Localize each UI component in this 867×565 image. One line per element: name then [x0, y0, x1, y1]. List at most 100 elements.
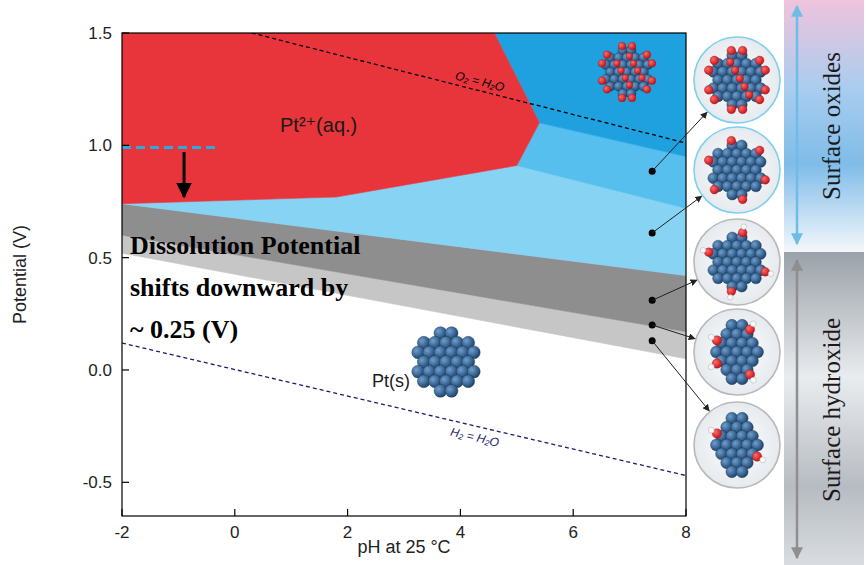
y-tick-label: 1.5 — [88, 24, 112, 43]
o-atom — [628, 42, 636, 50]
y-tick-label: 0.5 — [88, 249, 112, 268]
o-atom — [614, 60, 621, 67]
o-atom — [603, 85, 611, 93]
annotation-text: ~ 0.25 (V) — [130, 315, 238, 344]
o-atom — [603, 51, 611, 59]
x-tick — [460, 509, 461, 516]
o-atom — [727, 105, 736, 114]
o-atom — [626, 82, 633, 89]
shift-arrow — [183, 152, 186, 197]
h-atom — [760, 457, 766, 463]
plot-background — [122, 33, 686, 516]
o-atom — [634, 67, 641, 74]
plot-frame — [122, 33, 686, 516]
o-atom — [630, 60, 637, 67]
o-atom — [761, 175, 770, 184]
o-atom — [726, 58, 734, 66]
o-atom — [731, 66, 739, 74]
leader-line — [652, 341, 709, 411]
o-atom — [738, 105, 747, 114]
o-atom — [704, 66, 713, 75]
o-atom — [628, 94, 636, 102]
y-tick-label: -0.5 — [83, 473, 112, 492]
pt-atom — [750, 181, 761, 192]
side-band — [784, 252, 864, 565]
boundary-line — [122, 146, 215, 149]
boundary-line — [122, 343, 686, 476]
y-tick-label: 1.0 — [88, 136, 112, 155]
o-atom — [598, 59, 606, 67]
h-atom — [727, 295, 732, 300]
o-atom — [643, 85, 651, 93]
state-ring — [694, 309, 780, 395]
o-atom — [710, 185, 719, 194]
o-atom — [626, 53, 633, 60]
pt-atom — [736, 466, 748, 478]
o-atom — [727, 136, 736, 145]
o-atom — [755, 95, 764, 104]
o-atom — [622, 74, 629, 81]
o-atom — [648, 59, 656, 67]
x-tick-label: -2 — [114, 523, 129, 542]
illustrations — [412, 37, 780, 488]
x-tick — [573, 509, 574, 516]
side-label: Surface hydroxide — [818, 318, 845, 502]
nanoparticle — [704, 136, 769, 204]
nanoparticle — [700, 224, 773, 300]
o-atom — [598, 77, 606, 85]
o-atom — [710, 56, 719, 65]
o-atom — [738, 46, 747, 55]
o-atom — [755, 56, 764, 65]
o-atom — [710, 95, 719, 104]
o-atom — [618, 94, 626, 102]
side-arrow — [796, 125, 799, 244]
o-atom — [736, 75, 744, 83]
region-label: Pt(s) — [372, 371, 410, 391]
phase-region — [122, 33, 539, 204]
h-atom — [768, 271, 773, 276]
side-panel: Surface oxides Surface hydroxide — [784, 0, 864, 565]
x-tick — [121, 509, 122, 516]
o-atom — [761, 85, 770, 94]
state-ring — [694, 402, 780, 488]
x-tick-label: 2 — [343, 523, 352, 542]
x-axis-title: pH at 25 °C — [357, 537, 450, 557]
o-atom — [618, 42, 626, 50]
y-tick — [122, 32, 129, 33]
x-tick-label: 4 — [456, 523, 465, 542]
x-tick-label: 0 — [230, 523, 239, 542]
pt-atom — [462, 375, 475, 388]
h-atom — [708, 427, 714, 433]
side-arrow — [796, 260, 799, 410]
o-atom — [745, 91, 753, 99]
y-tick — [122, 145, 129, 146]
annotation-text: Dissolution Potential — [130, 231, 360, 260]
x-tick — [234, 509, 235, 516]
h-atom — [700, 247, 705, 252]
x-tick — [685, 509, 686, 516]
leader-line — [652, 196, 702, 233]
x-tick-label: 6 — [568, 523, 577, 542]
o-atom — [727, 287, 736, 296]
o-atom — [761, 66, 770, 75]
h-atom — [741, 224, 746, 229]
h-atom — [750, 377, 756, 383]
y-axis-title: Potential (V) — [10, 225, 30, 324]
x-tick-label: 8 — [681, 523, 690, 542]
side-label: Surface oxides — [818, 52, 845, 200]
nanoparticle — [412, 327, 480, 398]
line-label: O₂ = H₂O — [454, 69, 506, 95]
boundary-line — [252, 33, 686, 143]
o-atom — [648, 77, 656, 85]
line-label-group: H₂ = H₂O — [449, 425, 500, 450]
o-atom — [639, 74, 646, 81]
nanoparticle — [708, 412, 765, 477]
state-ring — [694, 219, 780, 305]
o-atom — [755, 146, 764, 155]
pt-atom — [445, 384, 458, 397]
o-atom — [618, 67, 625, 74]
h-atom — [750, 321, 756, 327]
o-atom — [738, 228, 747, 237]
figure: -202468-0.50.00.51.01.5pH at 25 °CPotent… — [0, 0, 867, 565]
h-atom — [708, 334, 714, 340]
